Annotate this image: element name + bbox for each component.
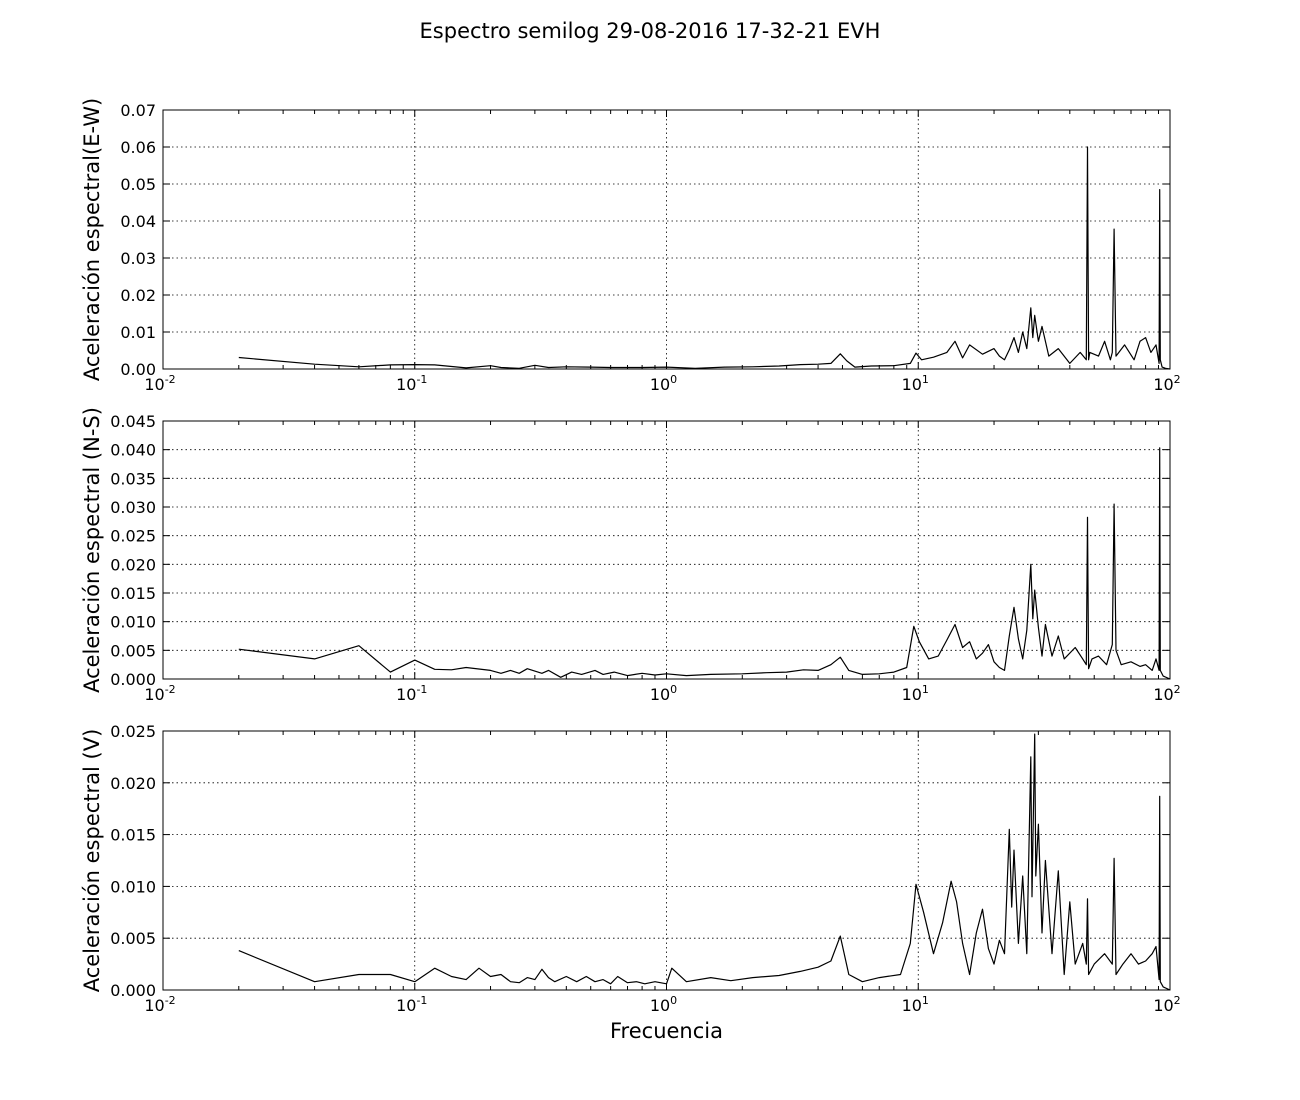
y-tick-label: 0.01 bbox=[120, 323, 156, 342]
x-tick-label: 10-2 bbox=[144, 994, 175, 1015]
y-tick-label: 0.005 bbox=[110, 641, 156, 660]
y-tick-label: 0.045 bbox=[110, 412, 156, 431]
subplot-1: 0.00 0.01 0.02 0.03 0.04 0.05 0.06 0.07 10-2 10-1… bbox=[80, 98, 1181, 394]
y-tick-label: 0.000 bbox=[110, 981, 156, 1000]
x-tick-label: 100 bbox=[650, 373, 677, 394]
x-tick-label: 10-2 bbox=[144, 683, 175, 704]
series-line-1 bbox=[238, 146, 1171, 370]
y-tick-label: 0.040 bbox=[110, 441, 156, 460]
x-tick-label: 10-2 bbox=[144, 373, 175, 394]
y-tick-label: 0.03 bbox=[120, 249, 156, 268]
x-tick-label: 102 bbox=[1153, 683, 1180, 704]
plot-frame bbox=[162, 730, 1171, 991]
x-tick-label: 10-1 bbox=[396, 994, 427, 1015]
x-axis-label: Frecuencia bbox=[610, 1019, 723, 1043]
x-tick-label: 10-1 bbox=[396, 373, 427, 394]
plot-frame bbox=[162, 109, 1171, 370]
y-tick-label: 0.07 bbox=[120, 101, 156, 120]
subplot-3: 0.000 0.005 0.010 0.015 0.020 0.025 10-2 10-1 10… bbox=[80, 722, 1181, 1043]
y-tick-label: 0.05 bbox=[120, 175, 156, 194]
y-tick-label: 0.06 bbox=[120, 138, 156, 157]
x-tick-label: 101 bbox=[902, 994, 929, 1015]
y-axis-label: Aceleración espectral(E-W) bbox=[80, 98, 104, 381]
y-tick-label: 0.020 bbox=[110, 555, 156, 574]
y-tick-label: 0.010 bbox=[110, 613, 156, 632]
x-tick-label: 100 bbox=[650, 994, 677, 1015]
y-axis-label: Aceleración espectral (V) bbox=[80, 729, 104, 993]
y-tick-label: 0.02 bbox=[120, 286, 156, 305]
x-tick-label: 10-1 bbox=[396, 683, 427, 704]
y-tick-label: 0.035 bbox=[110, 469, 156, 488]
y-tick-label: 0.04 bbox=[120, 212, 156, 231]
subplot-2: 0.000 0.005 0.010 0.015 0.020 0.025 0.030 0.035… bbox=[80, 407, 1181, 704]
x-tick-label: 102 bbox=[1153, 373, 1180, 394]
y-tick-label: 0.005 bbox=[110, 929, 156, 948]
y-axis-label: Aceleración espectral (N-S) bbox=[80, 407, 104, 693]
y-tick-label: 0.000 bbox=[110, 670, 156, 689]
x-tick-label: 101 bbox=[902, 373, 929, 394]
figure-title: Espectro semilog 29-08-2016 17-32-21 EVH bbox=[420, 19, 881, 43]
y-tick-label: 0.025 bbox=[110, 722, 156, 741]
y-tick-label: 0.015 bbox=[110, 584, 156, 603]
panels: 0.00 0.01 0.02 0.03 0.04 0.05 0.06 0.07 10-2 10-1… bbox=[80, 98, 1181, 1043]
y-tick-label: 0.015 bbox=[110, 826, 156, 845]
x-tick-label: 101 bbox=[902, 683, 929, 704]
y-tick-label: 0.00 bbox=[120, 360, 156, 379]
y-tick-label: 0.020 bbox=[110, 774, 156, 793]
y-tick-label: 0.010 bbox=[110, 877, 156, 896]
y-tick-label: 0.025 bbox=[110, 527, 156, 546]
series-line-1 bbox=[238, 733, 1171, 991]
y-tick-label: 0.030 bbox=[110, 498, 156, 517]
x-tick-label: 102 bbox=[1153, 994, 1180, 1015]
x-tick-label: 100 bbox=[650, 683, 677, 704]
series-line-1 bbox=[238, 447, 1171, 680]
